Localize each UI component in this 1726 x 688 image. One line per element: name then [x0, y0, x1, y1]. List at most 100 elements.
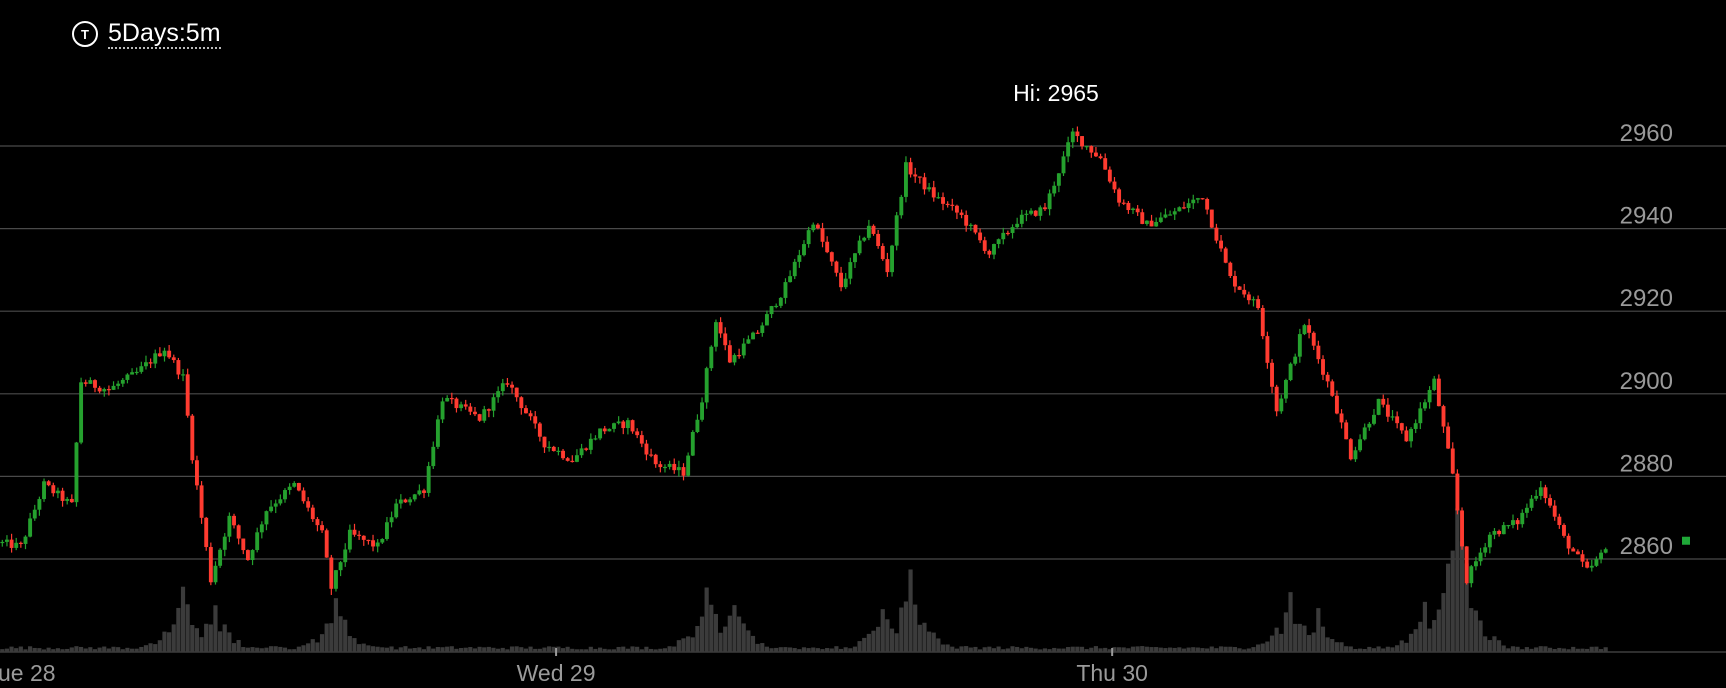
candle-body — [686, 455, 691, 476]
candle-body — [162, 350, 167, 357]
volume-bar — [574, 649, 579, 652]
candle-body — [1344, 422, 1349, 440]
volume-bar — [421, 649, 427, 652]
candle-body — [788, 276, 793, 283]
volume-bar — [435, 646, 440, 652]
volume-bar — [1001, 649, 1006, 652]
volume-bar — [1279, 633, 1284, 652]
candle-body — [588, 438, 593, 450]
volume-bar — [153, 644, 158, 652]
candle-body — [111, 385, 116, 390]
volume-bar — [255, 647, 260, 652]
candle-body — [1427, 389, 1432, 403]
volume-bar — [778, 647, 783, 652]
volume-bar — [593, 648, 598, 652]
candle-body — [1464, 546, 1469, 584]
candle-body — [468, 406, 473, 412]
volume-bar — [1228, 646, 1233, 652]
candle-body — [0, 541, 5, 544]
candle-body — [500, 383, 505, 392]
candle-body — [681, 467, 686, 476]
volume-bar — [1265, 641, 1270, 652]
timeframe-selector[interactable]: T 5Days:5m — [72, 16, 221, 52]
volume-bar — [783, 647, 788, 652]
volume-bar — [1047, 649, 1052, 652]
candle-body — [218, 549, 223, 566]
candle-body — [806, 230, 811, 245]
candle-body — [357, 534, 362, 536]
volume-bar — [588, 646, 593, 652]
volume-bar — [1353, 648, 1358, 652]
volume-bar — [1028, 647, 1034, 652]
candle-body — [1103, 158, 1108, 170]
candle-body — [343, 549, 348, 563]
volume-bar — [959, 646, 964, 652]
candle-body — [1158, 217, 1163, 222]
volume-bar — [1163, 648, 1168, 652]
volume-bar — [32, 647, 37, 652]
candle-body — [1117, 189, 1122, 203]
candle-body — [157, 353, 162, 357]
candle-body — [964, 214, 969, 226]
candle-body — [1265, 336, 1270, 363]
volume-bar — [894, 633, 899, 652]
candle-body — [1089, 146, 1094, 153]
volume-bar — [37, 648, 42, 652]
candle-body — [1580, 554, 1585, 562]
candle-body — [755, 332, 760, 334]
volume-bar — [1330, 639, 1335, 652]
volume-bar — [1052, 647, 1057, 652]
volume-bar — [65, 648, 70, 652]
candle-body — [167, 350, 172, 358]
volume-bar — [1149, 647, 1154, 652]
volume-bar — [764, 646, 769, 652]
candle-body — [936, 197, 941, 199]
candle-body — [658, 464, 663, 468]
candle-body — [320, 525, 325, 531]
candle-body — [1126, 202, 1131, 211]
timeframe-icon: T — [72, 21, 98, 47]
candle-body — [1135, 208, 1140, 213]
candle-body — [1390, 416, 1395, 418]
candle-body — [60, 490, 65, 501]
candle-body — [1575, 551, 1580, 555]
volume-bar — [968, 647, 973, 652]
volume-bar — [18, 646, 23, 652]
candle-body — [477, 414, 482, 421]
volume-bar — [319, 634, 325, 652]
volume-bar — [1552, 649, 1557, 652]
volume-bar — [936, 638, 941, 652]
volume-bar — [797, 649, 802, 652]
volume-bar — [1362, 648, 1367, 652]
candle-body — [1168, 214, 1173, 216]
x-axis: ue 28 Wed 29 Thu 30 — [0, 648, 1148, 686]
candle-body — [1358, 439, 1363, 451]
volume-bar — [1103, 647, 1108, 652]
volume-bar — [1585, 648, 1590, 652]
candle-body — [663, 466, 667, 469]
candle-body — [83, 382, 88, 384]
volume-bar — [662, 648, 668, 652]
volume-bar — [917, 624, 922, 652]
volume-bar — [903, 601, 909, 652]
candle-body — [315, 519, 320, 526]
volume-bar — [1274, 627, 1279, 652]
volume-bar — [1510, 646, 1516, 652]
candle-body — [885, 259, 890, 273]
candle-body — [125, 374, 130, 380]
candle-body — [1460, 510, 1464, 547]
volume-bar — [1534, 647, 1539, 652]
candle-body — [1121, 202, 1126, 204]
volume-bar — [1455, 508, 1460, 652]
volume-bar — [1126, 648, 1131, 652]
candle-body — [1233, 276, 1237, 287]
volume-bar — [876, 626, 881, 652]
volume-bar — [0, 649, 5, 652]
timeframe-label[interactable]: 5Days:5m — [108, 19, 221, 49]
candle-body — [1404, 430, 1409, 442]
volume-bar — [991, 648, 997, 652]
volume-bar — [1038, 649, 1043, 652]
volume-bar — [55, 648, 60, 652]
volume-bar — [1130, 646, 1136, 652]
candle-body — [834, 261, 839, 273]
